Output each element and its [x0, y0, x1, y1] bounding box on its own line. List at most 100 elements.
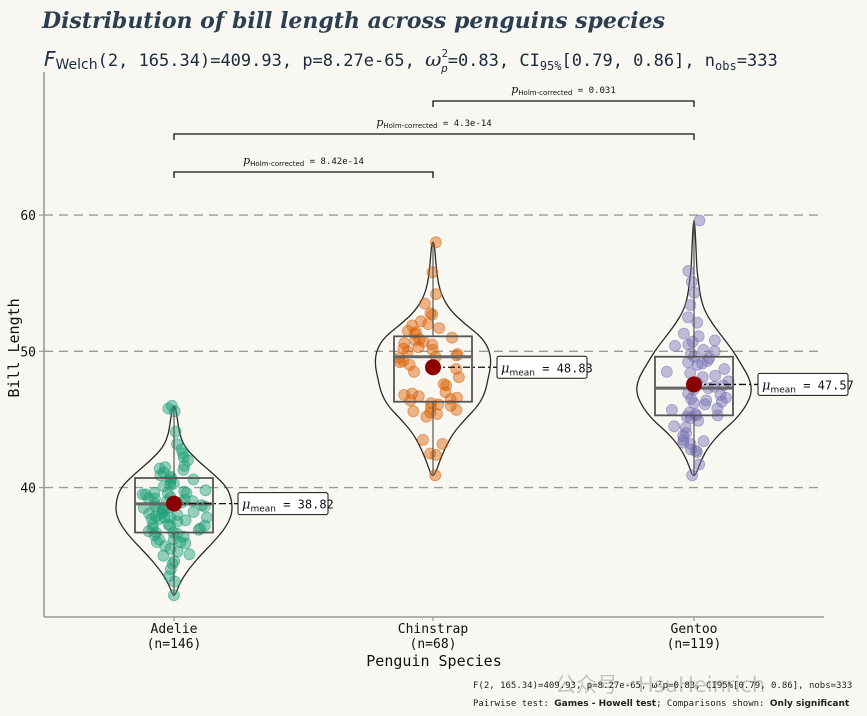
x-tick-label: Gentoo: [671, 622, 718, 637]
data-point: [709, 369, 721, 382]
data-point: [183, 548, 196, 561]
box-chinstrap: [393, 335, 473, 403]
data-point: [436, 438, 449, 450]
data-point: [660, 365, 673, 378]
data-point: [416, 433, 429, 446]
data-point: [677, 436, 690, 449]
data-point: [418, 297, 431, 310]
mean-label-box: [496, 355, 588, 379]
data-point: [708, 345, 721, 358]
data-point: [684, 438, 697, 450]
mean-label-box: [757, 372, 849, 396]
y-tick-label: 50: [20, 345, 36, 360]
axis-labels: 40 50 60 Adelie(n=146) Chinstrap(n=68) Gentoo…: [20, 209, 721, 652]
data-point: [430, 288, 443, 301]
data-point: [693, 458, 706, 471]
data-point: [136, 488, 149, 501]
data-points: [136, 214, 735, 602]
data-point: [682, 311, 694, 324]
data-point: [179, 514, 192, 527]
x-tick-label: Adelie: [151, 622, 198, 637]
data-point: [200, 511, 213, 524]
comparison-label: pHolm-corrected = 0.031: [511, 83, 616, 97]
pairwise-comparisons: pHolm-corrected = 8.42e-14 pHolm-correcte…: [173, 83, 695, 178]
x-tick-label: Chinstrap: [398, 622, 469, 637]
mean-label-text: μmean = 48.83: [501, 361, 593, 378]
data-point: [682, 264, 695, 277]
data-point: [406, 387, 419, 400]
data-point: [163, 570, 176, 582]
mean-label: μmean = 47.57: [757, 372, 854, 396]
data-point: [169, 425, 182, 438]
mean-label-box: [237, 492, 329, 516]
y-tick-label: 40: [20, 482, 36, 497]
y-axis-label: Bill Length: [5, 298, 23, 397]
chart-title: Distribution of bill length across pengu…: [41, 8, 665, 34]
data-point: [171, 438, 183, 450]
data-point: [187, 473, 200, 486]
data-point: [677, 433, 690, 446]
data-point: [415, 315, 427, 328]
data-point: [168, 405, 181, 418]
data-point: [444, 399, 457, 412]
data-point: [685, 275, 698, 288]
data-point: [178, 485, 191, 498]
y-tick-label: 60: [20, 209, 36, 224]
data-point: [139, 488, 152, 501]
data-point: [711, 402, 724, 415]
data-point: [177, 530, 190, 543]
data-point: [708, 334, 721, 347]
data-point: [700, 394, 713, 407]
data-point: [171, 545, 184, 558]
data-point: [446, 331, 459, 344]
comparison-bracket: [173, 133, 695, 140]
data-point: [693, 214, 706, 227]
data-point: [429, 469, 442, 482]
data-point: [684, 299, 697, 311]
data-point: [162, 518, 175, 531]
data-point: [164, 519, 177, 532]
data-point: [424, 447, 437, 460]
axes: [39, 72, 824, 621]
data-point: [177, 463, 190, 476]
comparison-bracket: [432, 100, 695, 107]
data-point: [668, 420, 681, 433]
comparison-label: pHolm-corrected = 8.42e-14: [243, 154, 364, 168]
data-point: [408, 365, 420, 378]
data-point: [159, 461, 172, 474]
data-point: [685, 393, 698, 405]
data-point: [686, 469, 698, 482]
data-point: [692, 330, 705, 343]
mean-label-text: μmean = 47.57: [762, 378, 854, 395]
x-axis-label: Penguin Species: [366, 652, 501, 670]
data-point: [164, 470, 177, 483]
data-point: [437, 378, 450, 390]
data-point: [720, 391, 732, 404]
x-tick-count: (n=68): [410, 637, 457, 652]
data-point: [426, 338, 439, 351]
data-point: [451, 391, 463, 404]
data-point: [433, 322, 446, 335]
x-tick-count: (n=119): [667, 637, 722, 652]
data-point: [718, 363, 731, 375]
data-point: [669, 339, 681, 352]
caption-line-1: F(2, 165.34)=409.93, p=8.27e-65, ω²p=0.8…: [473, 681, 852, 691]
comparison-label: pHolm-corrected = 4.3e-14: [376, 116, 491, 130]
data-point: [697, 343, 710, 356]
data-point: [429, 236, 442, 249]
data-point: [407, 405, 420, 418]
data-point: [403, 358, 416, 371]
boxplots: [134, 220, 734, 596]
data-point: [424, 307, 437, 320]
mean-label: μmean = 38.82: [237, 492, 334, 516]
mean-point: [686, 376, 702, 393]
watermark-text: 公众号 · HsuHeinrich: [555, 673, 765, 697]
data-point: [398, 337, 411, 350]
comparison-bracket: [173, 171, 434, 178]
chart-subtitle: FWelch(2, 165.34)=409.93, p=8.27e-65, ω2…: [44, 47, 778, 75]
data-point: [199, 484, 212, 497]
mean-label-text: μmean = 38.82: [242, 498, 334, 515]
box-gentoo: [654, 355, 734, 417]
